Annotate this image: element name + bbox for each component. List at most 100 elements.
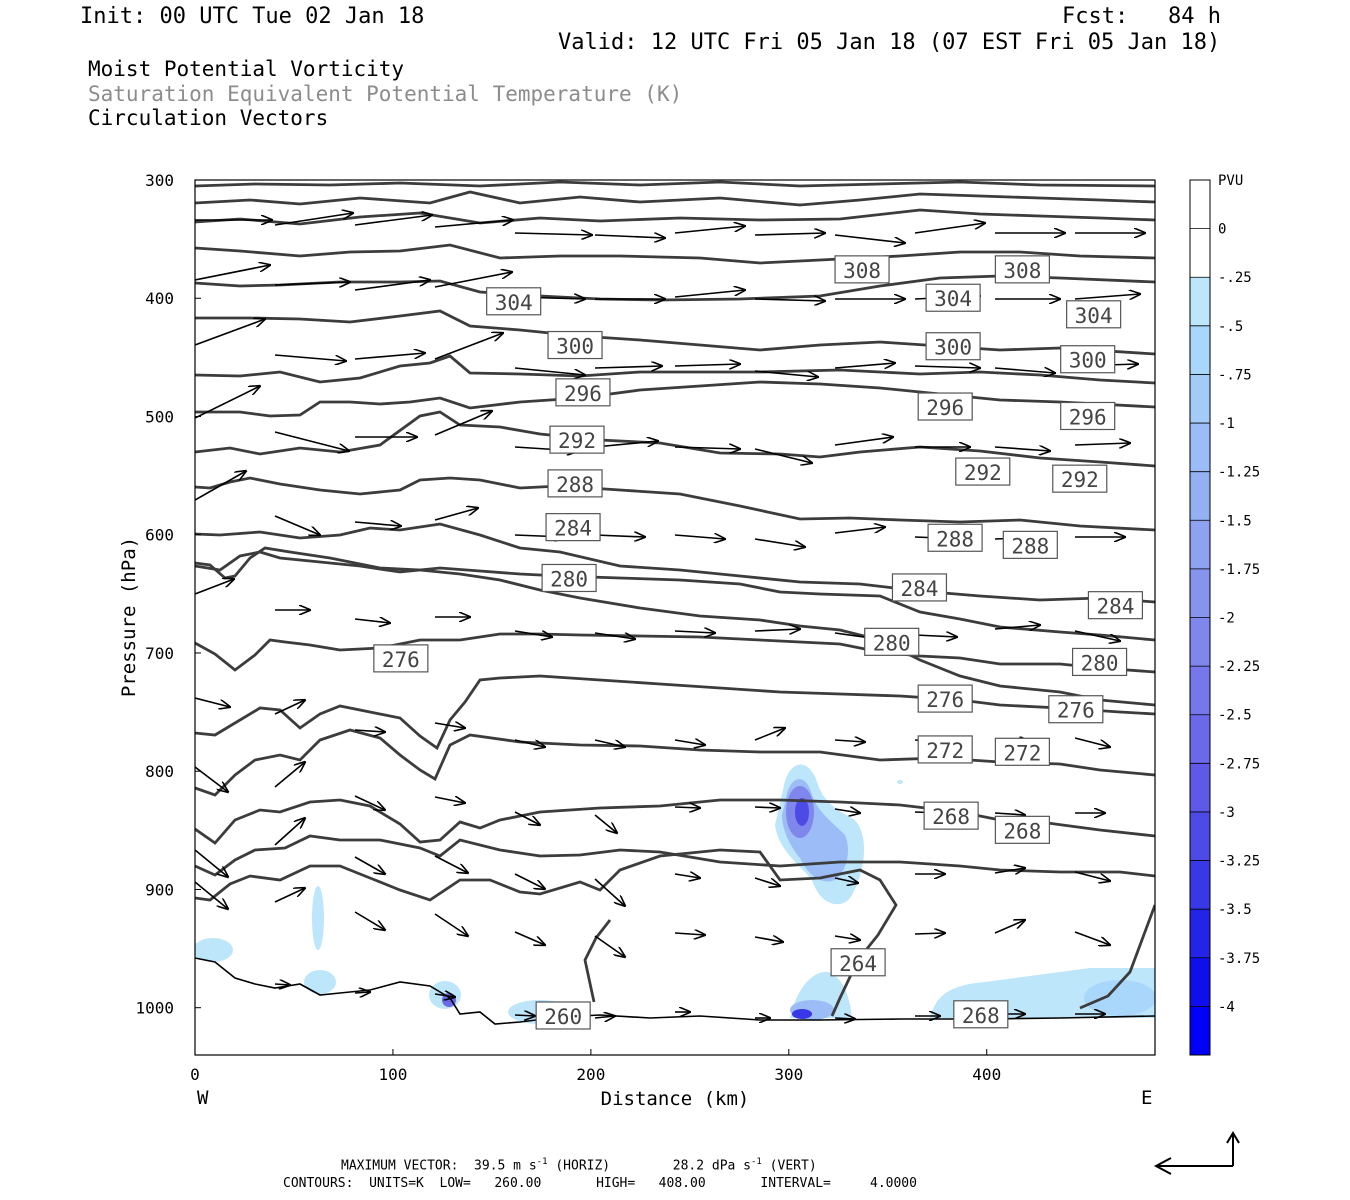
- isentrope-label-box: [953, 1000, 1009, 1029]
- x-end-label-west: W: [197, 1087, 209, 1109]
- isentrope-label: 304: [495, 291, 533, 315]
- isentrope-label-box: [955, 457, 1011, 486]
- isentrope-label: 292: [558, 429, 596, 453]
- colorbar-label: -.75: [1218, 367, 1252, 383]
- isentrope-label: 268: [932, 805, 970, 829]
- wind-vector: [195, 471, 246, 501]
- isentrope-label-box: [864, 627, 920, 656]
- isentrope-label-box: [1060, 401, 1116, 431]
- forecast-hour: Fcst: 84 h: [1062, 4, 1221, 29]
- wind-vector: [354, 795, 385, 810]
- wind-vector: [994, 625, 1040, 629]
- isentrope-label: 284: [1096, 595, 1134, 619]
- wind-vector: [594, 632, 635, 639]
- x-tick-label: 100: [378, 1065, 407, 1084]
- colorbar-label: -3.25: [1218, 854, 1260, 870]
- isentrope-label-box: [545, 513, 601, 542]
- wind-vector: [594, 878, 625, 906]
- colorbar-label: -2.75: [1218, 756, 1260, 772]
- wind-vector: [834, 878, 858, 883]
- colorbar-label: -1.25: [1218, 465, 1260, 481]
- wind-vector: [274, 515, 320, 535]
- isentrope-label-box: [834, 255, 890, 284]
- isentrope-label: 308: [1003, 259, 1041, 283]
- wind-vector: [514, 1015, 535, 1016]
- isentrope-label: 272: [926, 739, 964, 763]
- wind-vector: [514, 233, 592, 235]
- wind-vector: [834, 809, 860, 813]
- isentrope-label: 304: [934, 287, 972, 311]
- wind-vector: [1074, 443, 1130, 445]
- wind-vector: [354, 992, 370, 993]
- colorbar-label: -3.75: [1218, 951, 1260, 967]
- colorbar-swatch: [1190, 860, 1210, 910]
- isentropes: [195, 180, 1155, 1017]
- colorbar-swatch: [1190, 568, 1210, 618]
- wind-vector: [1074, 871, 1110, 881]
- colorbar-swatch: [1190, 1006, 1210, 1056]
- isentrope-label-box: [917, 735, 973, 764]
- isentrope-label: 288: [556, 473, 594, 497]
- wind-vector: [274, 700, 305, 715]
- y-tick-label: 800: [145, 762, 174, 781]
- wind-vector: [354, 619, 390, 623]
- valid-time: Valid: 12 UTC Fri 05 Jan 18 (07 EST Fri …: [558, 30, 1221, 55]
- isentrope-label: 296: [1069, 405, 1107, 429]
- wind-vector: [274, 818, 305, 846]
- circulation-vectors: [195, 213, 1145, 1019]
- x-tick-label: 400: [972, 1065, 1001, 1084]
- wind-vector: [594, 235, 665, 238]
- y-axis: 300 400 500 600 700 800 900 1000: [135, 171, 201, 1018]
- wind-vector: [434, 855, 468, 873]
- colorbar-label: -.25: [1218, 270, 1252, 286]
- wind-vector: [434, 220, 513, 228]
- wind-vector: [195, 849, 228, 877]
- colorbar-swatch: [1190, 325, 1210, 375]
- wind-vector: [434, 333, 503, 360]
- isentrope-label-box: [549, 425, 605, 454]
- wind-vector: [754, 448, 812, 463]
- isentrope-label: 276: [926, 688, 964, 712]
- x-axis-title: Distance (km): [601, 1088, 750, 1110]
- y-tick-label: 300: [145, 171, 174, 190]
- wind-vector: [914, 366, 980, 368]
- colorbar-label: -2.5: [1218, 708, 1252, 724]
- wind-vector: [594, 366, 662, 368]
- colorbar-label: -1: [1218, 416, 1235, 432]
- wind-vector: [274, 213, 353, 226]
- x-tick-label: 0: [190, 1065, 200, 1084]
- colorbar-swatch: [1190, 811, 1210, 862]
- wind-vector: [674, 740, 705, 745]
- wind-vector: [514, 873, 545, 889]
- isentrope-label-box: [1048, 695, 1104, 724]
- wind-vector: [994, 447, 1050, 451]
- colorbar-swatch: [1190, 617, 1210, 667]
- wind-vector: [354, 353, 425, 360]
- isentrope-label: 292: [1061, 468, 1099, 492]
- isentrope-label-box: [535, 1001, 591, 1030]
- wind-vector: [195, 265, 270, 281]
- wind-vector: [674, 364, 740, 366]
- field-title-theta-es: Saturation Equivalent Potential Temperat…: [88, 82, 683, 106]
- field-title-mpv: Moist Potential Vorticity: [88, 57, 405, 81]
- y-tick-label: 1000: [135, 999, 174, 1018]
- wind-vector: [754, 538, 805, 547]
- pv-colorbar: PVU 0 -.25 -.5 -.75 -1 -1.25 -1.5 -1.75 -2 -2.25 -2…: [1189, 173, 1260, 1056]
- wind-vector: [434, 723, 465, 728]
- colorbar-label: -2: [1218, 611, 1235, 627]
- contour-info: CONTOURS: UNITS=K LOW= 260.00 HIGH= 408.…: [283, 1176, 917, 1191]
- colorbar-units: PVU: [1218, 173, 1243, 189]
- reference-vector-icon: [1153, 1131, 1240, 1175]
- colorbar-swatch: [1190, 277, 1210, 327]
- wind-vector: [834, 936, 860, 940]
- isentrope-label-box: [1087, 591, 1144, 620]
- wind-vector: [354, 280, 430, 291]
- wind-vector: [674, 807, 700, 808]
- wind-vector: [195, 697, 230, 707]
- colorbar-label: -2.25: [1218, 659, 1260, 675]
- isentrope-label-box: [927, 523, 983, 552]
- wind-vector: [754, 370, 818, 377]
- isentrope-label: 288: [936, 527, 974, 551]
- wind-vector: [434, 913, 468, 936]
- colorbar-label: -.5: [1218, 319, 1243, 335]
